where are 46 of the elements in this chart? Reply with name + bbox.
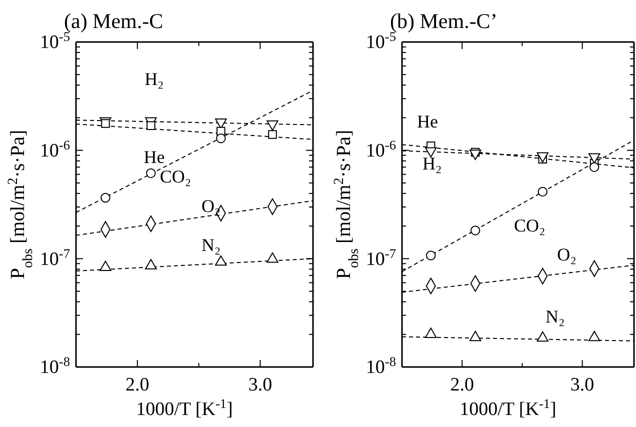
point: [146, 121, 156, 130]
y-tick-label: 10$^{-7}$: [366, 245, 396, 270]
point: [470, 226, 480, 236]
x-axis-title: 1000/T [K$^{-1}$]: [460, 396, 556, 420]
annotation: N₂: [201, 234, 221, 255]
x-tick-label: 2.0: [126, 374, 150, 396]
point: [100, 260, 112, 272]
x-tick-label: 3.0: [248, 374, 272, 396]
y-tick-label: 10$^{-7}$: [40, 245, 70, 270]
point: [424, 328, 437, 338]
point: [538, 186, 548, 197]
point: [145, 259, 157, 270]
point: [266, 252, 278, 263]
x-tick-label: 2.0: [450, 374, 474, 396]
point: [146, 168, 156, 178]
point: [215, 255, 227, 266]
annotation: O₂: [557, 244, 576, 265]
point: [216, 133, 226, 144]
point: [469, 150, 482, 160]
y-tick-label: 10$^{-6}$: [366, 136, 396, 162]
y-tick-label: 10$^{-6}$: [40, 136, 70, 162]
point: [588, 153, 600, 164]
point: [536, 152, 549, 163]
annotation: H₂: [422, 154, 442, 174]
annotation: H₂: [144, 69, 164, 90]
point: [268, 130, 277, 139]
point: [424, 147, 437, 158]
point: [100, 192, 110, 203]
point: [266, 120, 278, 131]
chart-title: (b) Mem.-C’: [390, 9, 498, 33]
point: [469, 330, 482, 342]
chart-title: (a) Mem.-C: [64, 9, 164, 33]
point: [588, 330, 600, 342]
annotation: He: [144, 147, 165, 168]
point: [426, 250, 436, 260]
y-tick-label: 10$^{-8}$: [366, 354, 396, 378]
annotation: O₂: [201, 196, 221, 216]
point: [589, 162, 600, 172]
y-tick-label: 10$^{-8}$: [40, 354, 70, 378]
x-axis-title: 1000/T [K$^{-1}$]: [136, 396, 233, 420]
annotation: He: [417, 111, 438, 132]
annotation: CO₂: [160, 166, 192, 187]
point: [536, 331, 549, 342]
x-tick-label: 3.0: [570, 374, 594, 396]
annotation: CO₂: [514, 215, 546, 236]
annotation: N₂: [545, 306, 565, 326]
